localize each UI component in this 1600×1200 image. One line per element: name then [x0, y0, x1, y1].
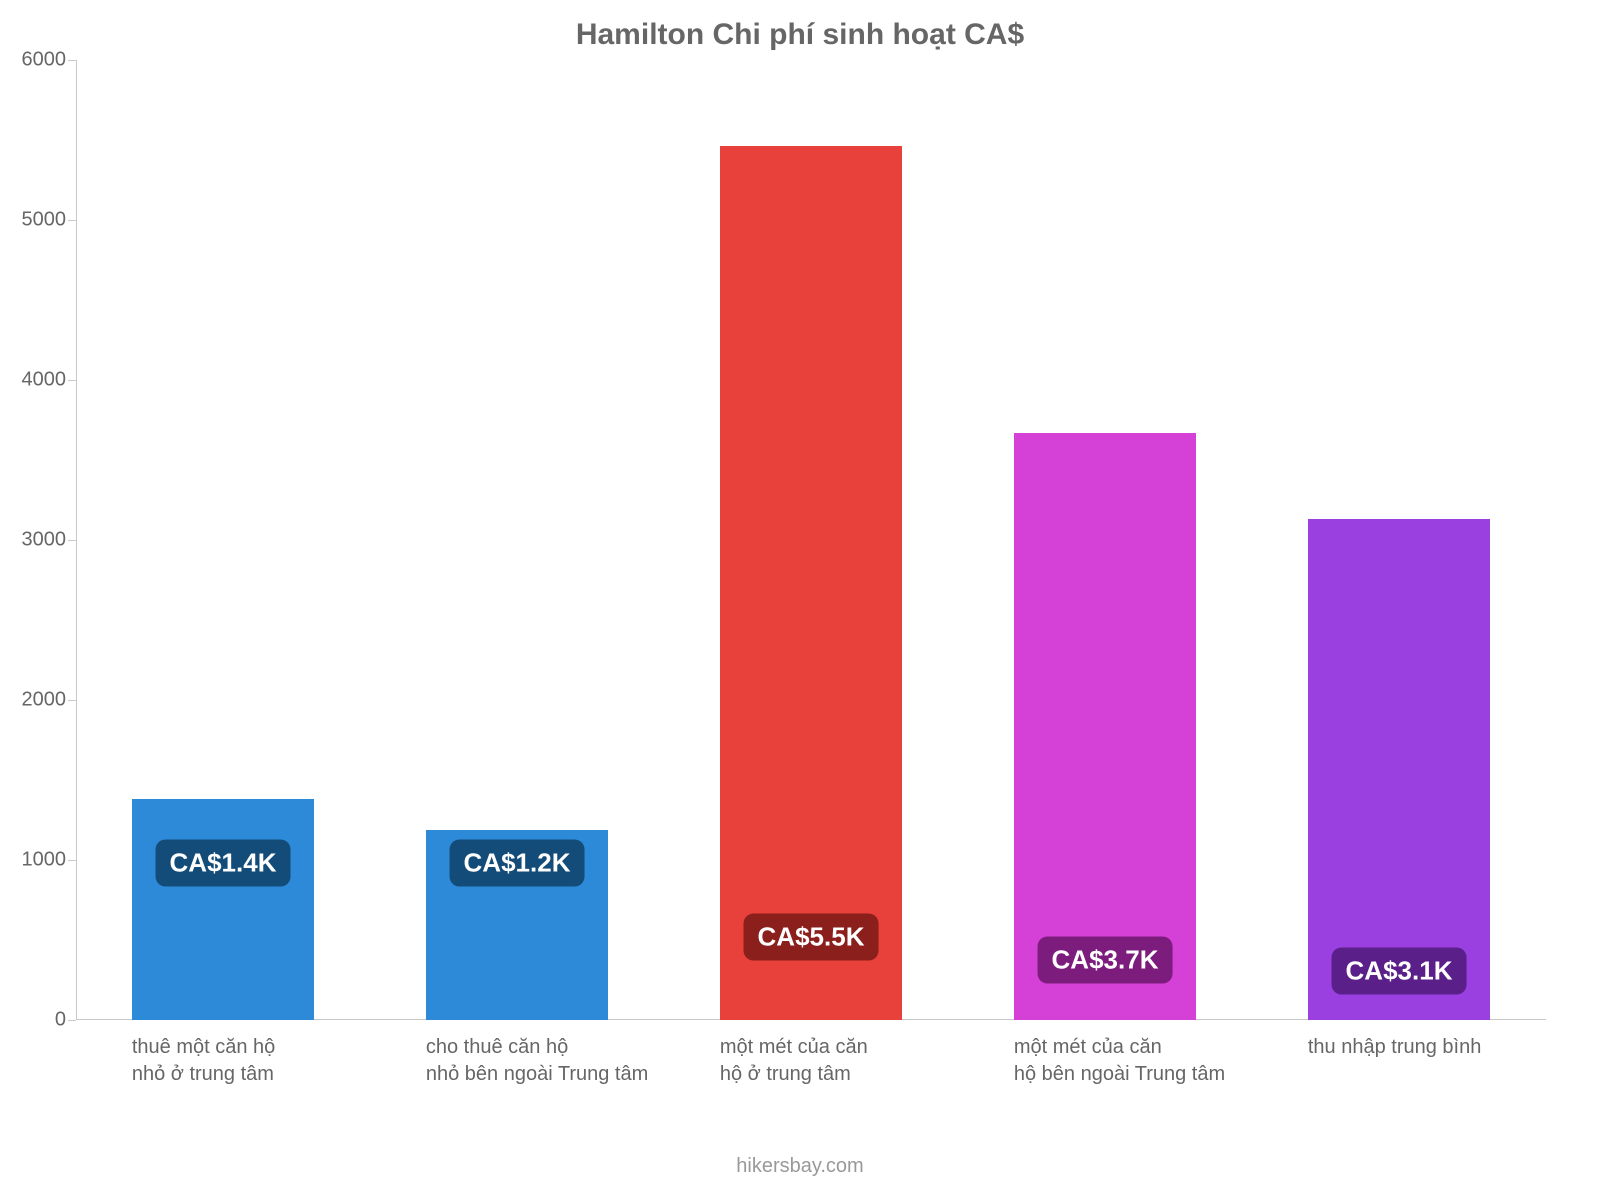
- y-tick-label: 0: [55, 1009, 66, 1032]
- y-tick-label: 1000: [22, 849, 67, 872]
- bar: [1308, 519, 1490, 1020]
- y-tick-mark: [68, 860, 76, 861]
- y-tick-label: 3000: [22, 529, 67, 552]
- bar-value-label: CA$1.4K: [156, 840, 291, 887]
- bar-value-label: CA$3.1K: [1332, 948, 1467, 995]
- x-category-label: một mét của căn hộ bên ngoài Trung tâm: [1014, 1034, 1293, 1088]
- bar: [720, 146, 902, 1020]
- x-category-label: thu nhập trung bình: [1308, 1034, 1587, 1061]
- y-tick-mark: [68, 60, 76, 61]
- bar-value-label: CA$1.2K: [450, 840, 585, 887]
- y-tick-label: 2000: [22, 689, 67, 712]
- y-tick-mark: [68, 380, 76, 381]
- bar: [132, 799, 314, 1020]
- y-axis-line: [76, 60, 77, 1020]
- y-tick-label: 5000: [22, 209, 67, 232]
- x-category-label: thuê một căn hộ nhỏ ở trung tâm: [132, 1034, 411, 1088]
- chart-title: Hamilton Chi phí sinh hoạt CA$: [0, 18, 1600, 52]
- x-category-label: cho thuê căn hộ nhỏ bên ngoài Trung tâm: [426, 1034, 705, 1088]
- y-tick-label: 4000: [22, 369, 67, 392]
- chart-footer: hikersbay.com: [0, 1155, 1600, 1178]
- cost-of-living-chart: Hamilton Chi phí sinh hoạt CA$ 010002000…: [0, 0, 1600, 1200]
- y-tick-mark: [68, 220, 76, 221]
- y-tick-label: 6000: [22, 49, 67, 72]
- bar-value-label: CA$5.5K: [744, 913, 879, 960]
- y-tick-mark: [68, 540, 76, 541]
- bar: [1014, 433, 1196, 1020]
- y-tick-mark: [68, 700, 76, 701]
- x-category-label: một mét của căn hộ ở trung tâm: [720, 1034, 999, 1088]
- bar-value-label: CA$3.7K: [1038, 937, 1173, 984]
- plot-area: 0100020003000400050006000CA$1.4Kthuê một…: [76, 60, 1546, 1020]
- y-tick-mark: [68, 1020, 76, 1021]
